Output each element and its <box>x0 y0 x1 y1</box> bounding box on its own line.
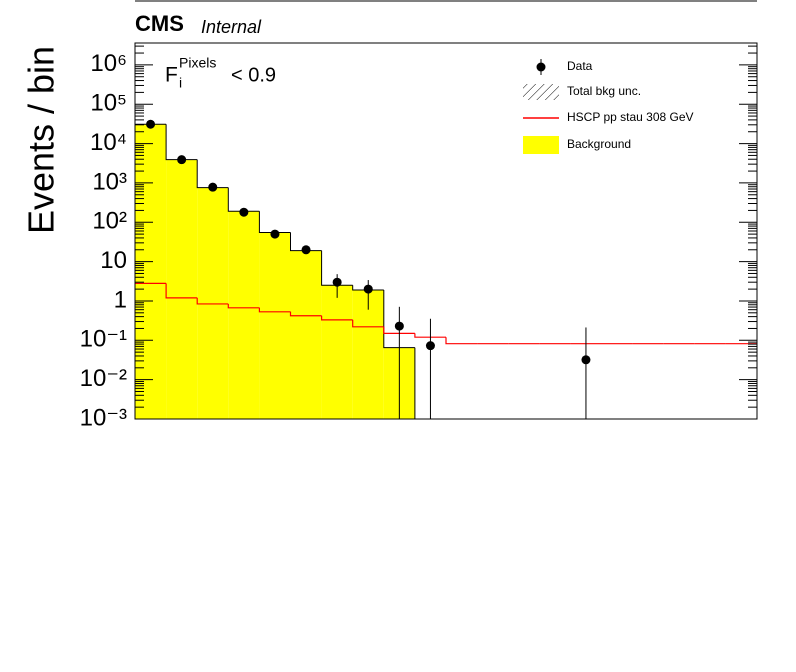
y-tick-label: 10⁻¹ <box>80 326 127 353</box>
background-bar <box>228 211 260 419</box>
plot-area <box>134 119 757 419</box>
background-outline <box>227 187 260 212</box>
legend: Data Total bkg unc. HSCP pp stau 308 GeV Ba… <box>523 59 694 154</box>
background-outline <box>258 211 291 233</box>
annotation-cut: < 0.9 <box>231 64 276 86</box>
data-point <box>332 277 342 287</box>
signal-step <box>196 297 229 305</box>
background-outline <box>290 232 322 252</box>
legend-swatch <box>523 136 559 154</box>
signal-step <box>227 303 260 309</box>
internal-label: Internal <box>201 17 262 37</box>
background-bar <box>166 159 198 419</box>
legend-label: Total bkg unc. <box>567 84 641 98</box>
background-bar <box>290 250 322 419</box>
signal-step <box>289 311 322 317</box>
y-tick-label: 10⁻² <box>80 365 127 392</box>
annotation-sup: Pixels <box>179 55 216 71</box>
background-bar <box>321 285 353 419</box>
y-tick-label: 10² <box>92 208 127 235</box>
data-point <box>270 229 280 239</box>
y-tick-label: 10⁵ <box>90 90 127 117</box>
data-point <box>239 207 249 217</box>
background-bar <box>259 232 291 419</box>
data-point <box>208 182 218 192</box>
background-bar <box>135 124 167 419</box>
signal-step <box>165 283 198 299</box>
signal-step <box>445 337 478 345</box>
data-point <box>363 284 373 294</box>
data-point <box>581 355 591 365</box>
background-outline <box>383 289 415 349</box>
y-tick-label: 10⁻³ <box>80 404 127 431</box>
signal-step <box>321 315 353 321</box>
signal-step <box>352 319 384 328</box>
data-point <box>394 321 404 331</box>
legend-label: Background <box>567 137 631 151</box>
signal-step <box>414 333 446 338</box>
signal-step <box>383 326 415 334</box>
cms-label: CMS <box>135 11 184 36</box>
y-tick-label: 10 <box>100 247 127 274</box>
legend-label: Data <box>567 59 593 73</box>
background-outline <box>196 159 229 189</box>
legend-hatch <box>523 84 559 100</box>
annotation-sub: i <box>179 75 182 91</box>
y-tick-label: 1 <box>114 286 127 313</box>
data-point <box>301 245 311 255</box>
y-tick-label: 10⁶ <box>90 50 127 77</box>
legend-label: HSCP pp stau 308 GeV <box>567 110 694 124</box>
y-axis-label: Events / bin <box>21 46 62 234</box>
y-tick-label: 10⁴ <box>90 129 127 156</box>
annotation-main: F <box>165 64 178 87</box>
background-bar <box>352 289 384 419</box>
data-point <box>425 341 435 351</box>
data-point <box>177 155 187 165</box>
signal-step <box>258 307 291 313</box>
background-outline <box>165 124 198 161</box>
background-outline <box>352 285 384 291</box>
background-bar <box>197 187 229 419</box>
y-tick-label: 10³ <box>92 168 127 195</box>
background-outline <box>321 250 353 286</box>
data-point <box>146 119 156 129</box>
cut-annotation: F i Pixels < 0.9 <box>165 55 276 91</box>
